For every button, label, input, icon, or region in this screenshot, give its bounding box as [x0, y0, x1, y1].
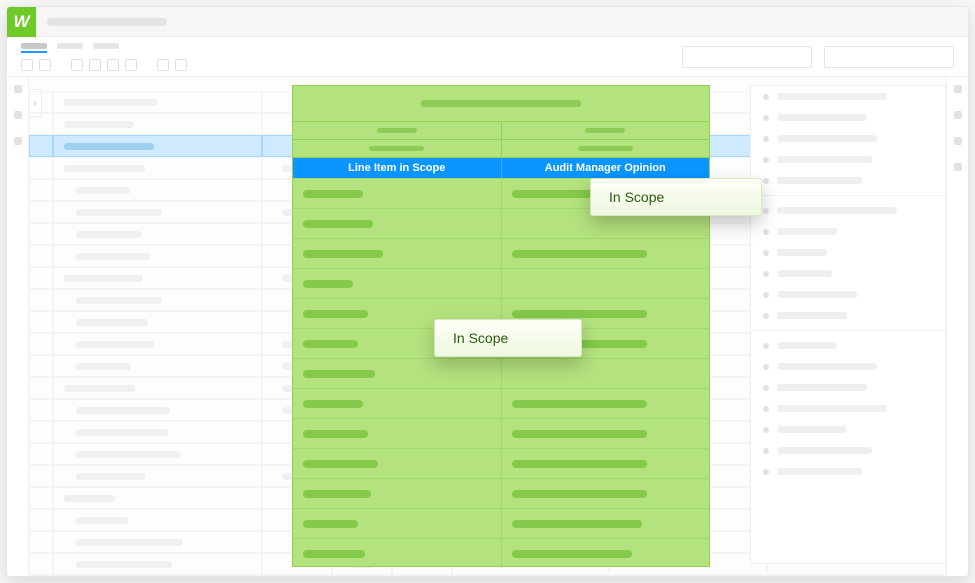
- panel-item[interactable]: [751, 356, 945, 377]
- panel-item[interactable]: [751, 128, 945, 149]
- col-header-scope[interactable]: Line Item in Scope: [293, 158, 502, 178]
- cell-scope[interactable]: [293, 478, 502, 508]
- toolbar-icon[interactable]: [125, 59, 137, 71]
- brand-logo[interactable]: W: [7, 7, 37, 37]
- cell-opinion[interactable]: [502, 358, 710, 388]
- panel-item[interactable]: [751, 149, 945, 170]
- data-row[interactable]: [293, 268, 709, 298]
- cell-scope[interactable]: [293, 238, 502, 268]
- data-row[interactable]: [293, 448, 709, 478]
- cell-opinion[interactable]: [502, 238, 710, 268]
- panel-item[interactable]: [751, 170, 945, 191]
- toolbar-icon[interactable]: [89, 59, 101, 71]
- panel-item[interactable]: [751, 284, 945, 305]
- panel-item[interactable]: [751, 86, 945, 107]
- panel-item[interactable]: [751, 305, 945, 326]
- data-row[interactable]: [293, 538, 709, 568]
- cell-scope[interactable]: [293, 418, 502, 448]
- data-row[interactable]: [293, 508, 709, 538]
- properties-panel: [750, 85, 946, 564]
- cell-scope[interactable]: [293, 208, 502, 238]
- rail-icon[interactable]: [14, 85, 22, 93]
- rail-icon[interactable]: [954, 163, 962, 171]
- cell-scope[interactable]: [293, 268, 502, 298]
- toolbar-icon[interactable]: [21, 59, 33, 71]
- cell-opinion[interactable]: [502, 508, 710, 538]
- toolbar-button[interactable]: [682, 46, 812, 68]
- tooltip-scope: In Scope: [434, 319, 582, 357]
- address-ghost: [47, 18, 167, 26]
- cell-opinion[interactable]: [502, 538, 710, 568]
- rail-icon[interactable]: [14, 111, 22, 119]
- panel-item[interactable]: [751, 242, 945, 263]
- toolbar-icon[interactable]: [175, 59, 187, 71]
- panel-item[interactable]: [751, 398, 945, 419]
- panel-item[interactable]: [751, 419, 945, 440]
- toolbar-button[interactable]: [824, 46, 954, 68]
- cell-opinion[interactable]: [502, 478, 710, 508]
- panel-item[interactable]: [751, 221, 945, 242]
- data-row[interactable]: [293, 478, 709, 508]
- panel-item[interactable]: [751, 461, 945, 482]
- column-headers: Line Item in Scope Audit Manager Opinion: [293, 158, 709, 178]
- panel-item[interactable]: [751, 107, 945, 128]
- doc-tab[interactable]: [93, 43, 119, 49]
- doc-tab[interactable]: [57, 43, 83, 49]
- doc-tab-active[interactable]: [21, 43, 47, 49]
- panel-item[interactable]: [751, 377, 945, 398]
- toolbar-icon[interactable]: [71, 59, 83, 71]
- app-toolbar: [7, 37, 968, 77]
- cell-scope[interactable]: [293, 508, 502, 538]
- rail-icon[interactable]: [14, 137, 22, 145]
- group-header: [293, 86, 709, 122]
- data-row[interactable]: [293, 418, 709, 448]
- data-row[interactable]: [293, 358, 709, 388]
- toolbar-icon[interactable]: [157, 59, 169, 71]
- data-row[interactable]: [293, 238, 709, 268]
- cell-scope[interactable]: [293, 178, 502, 208]
- rail-icon[interactable]: [954, 111, 962, 119]
- app-window: W: [6, 6, 969, 577]
- rail-icon[interactable]: [954, 85, 962, 93]
- left-rail: [7, 77, 29, 576]
- cell-scope[interactable]: [293, 448, 502, 478]
- right-rail: [946, 77, 968, 576]
- cell-opinion[interactable]: [502, 268, 710, 298]
- toolbar-icon[interactable]: [39, 59, 51, 71]
- panel-item[interactable]: [751, 200, 945, 221]
- browser-tab-bar: W: [7, 7, 968, 37]
- panel-item[interactable]: [751, 440, 945, 461]
- cell-scope[interactable]: [293, 358, 502, 388]
- toolbar-icon[interactable]: [107, 59, 119, 71]
- col-header-opinion[interactable]: Audit Manager Opinion: [502, 158, 710, 178]
- cell-scope[interactable]: [293, 388, 502, 418]
- cell-opinion[interactable]: [502, 388, 710, 418]
- panel-item[interactable]: [751, 263, 945, 284]
- workspace: › Line Item in Scope Audit Manager Opini…: [29, 77, 946, 576]
- cell-scope[interactable]: [293, 538, 502, 568]
- panel-item[interactable]: [751, 335, 945, 356]
- data-row[interactable]: [293, 388, 709, 418]
- rail-icon[interactable]: [954, 137, 962, 145]
- tooltip-opinion: In Scope: [590, 178, 762, 216]
- cell-opinion[interactable]: [502, 448, 710, 478]
- cell-opinion[interactable]: [502, 418, 710, 448]
